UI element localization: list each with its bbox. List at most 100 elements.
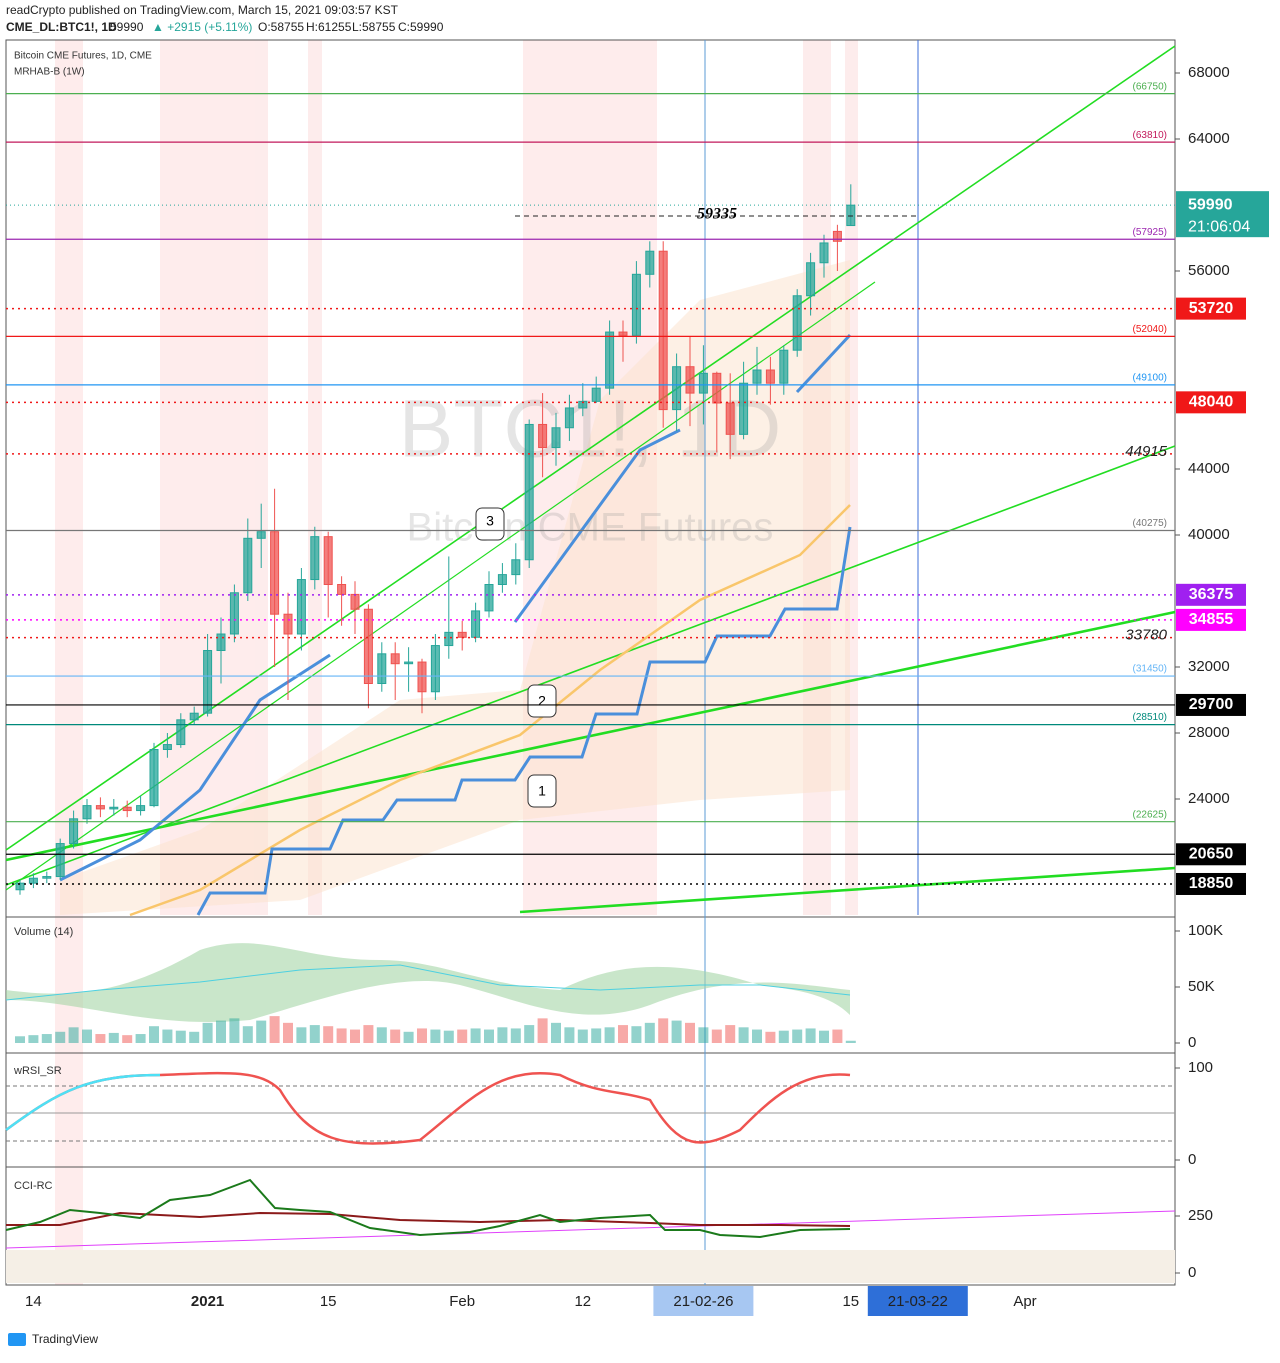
change: ▲ +2915 (+5.11%)	[152, 20, 252, 34]
volume-bar	[162, 1029, 173, 1043]
y-tick-label: 68000	[1188, 64, 1230, 81]
cci-trend	[5, 1210, 1176, 1249]
logo	[8, 1333, 26, 1346]
volume-bar	[765, 1031, 776, 1043]
candle-body	[270, 531, 280, 615]
level-box	[1176, 391, 1246, 414]
candle-body	[739, 382, 749, 435]
legend-title: Bitcoin CME Futures, 1D, CME	[14, 51, 152, 62]
level-label: 34855	[1189, 611, 1234, 628]
volume-bar	[108, 1032, 119, 1043]
candle-body	[283, 613, 293, 635]
volume-bar	[189, 1031, 200, 1043]
y-tick-label: 44000	[1188, 460, 1230, 477]
candle-body	[122, 806, 132, 812]
legend-indicator: MRHAB-B (1W)	[14, 67, 85, 78]
candle-body	[176, 719, 186, 746]
volume-bar	[256, 1020, 267, 1043]
y-tick-label: 28000	[1188, 724, 1230, 741]
level-label: (22625)	[1133, 809, 1167, 820]
marker-label: 59335	[697, 206, 737, 223]
cci-title: CCI-RC	[14, 1180, 53, 1192]
candle-body	[578, 400, 588, 409]
volume-bar	[403, 1031, 414, 1043]
candle-body	[69, 818, 79, 845]
volume-bar	[778, 1030, 789, 1043]
ma-orange	[129, 504, 851, 917]
main-plot	[15, 184, 856, 895]
x-tick-label: 2021	[191, 1293, 224, 1310]
volume-bar	[845, 1040, 856, 1043]
candle-body	[82, 805, 92, 820]
x-tick-label: 15	[320, 1293, 337, 1310]
volume-bar	[216, 1020, 226, 1043]
candle-body	[216, 633, 226, 652]
ohlc-h: H:61255	[306, 20, 352, 34]
candle-body	[484, 584, 494, 612]
x-tick-label: 14	[25, 1293, 42, 1310]
candle-body	[685, 366, 695, 394]
callouts	[475, 507, 557, 808]
candle-body	[15, 882, 25, 891]
callout-3: 3	[486, 513, 494, 529]
candle-body	[631, 273, 641, 336]
volume-bar	[242, 1026, 253, 1043]
level-label: (63810)	[1133, 130, 1167, 141]
volume-bar	[752, 1029, 762, 1043]
volume-bar	[390, 1029, 401, 1043]
volume-bar	[55, 1031, 66, 1043]
last-price: 59990	[1188, 196, 1233, 213]
x-tick-label: 21-03-22	[888, 1293, 948, 1310]
candle-body	[457, 631, 467, 638]
callout-1: 1	[538, 783, 546, 799]
level-label: 20650	[1189, 845, 1234, 862]
level-label: (49100)	[1133, 372, 1167, 383]
volume-bar	[41, 1034, 52, 1043]
level-label: (57925)	[1133, 227, 1167, 238]
volume-bar	[336, 1028, 347, 1043]
candle-body	[243, 537, 253, 594]
ohlc-c: C:59990	[398, 20, 444, 34]
volume-bar	[497, 1027, 508, 1043]
y-tick-label: 100K	[1188, 922, 1223, 939]
candle-body	[752, 369, 762, 384]
level-label: 29700	[1189, 696, 1234, 713]
volume-bar	[591, 1028, 602, 1043]
candle-body	[337, 584, 347, 595]
callout-2: 2	[538, 693, 546, 709]
candle-body	[162, 744, 172, 751]
volume-bar	[269, 1016, 280, 1043]
volume-bar	[417, 1028, 427, 1043]
volume-bar	[202, 1022, 213, 1043]
level-label: (66750)	[1133, 81, 1167, 92]
volume-bar	[28, 1035, 39, 1043]
cci-band	[6, 1250, 1175, 1283]
volume-title: Volume (14)	[14, 926, 73, 938]
candle-body	[350, 593, 360, 610]
candle-body	[377, 653, 387, 685]
volume-bar	[309, 1025, 320, 1043]
level-label: 48040	[1189, 394, 1234, 411]
y-tick-label: 0	[1188, 1151, 1196, 1168]
volume-bar	[443, 1030, 454, 1043]
level-label: 44915	[1125, 443, 1167, 460]
candle-body	[618, 331, 628, 336]
volume-bar	[805, 1028, 816, 1043]
symbol: CME_DL:BTC1!, 1D	[6, 20, 117, 34]
candle-body	[42, 876, 52, 879]
volume-bar	[135, 1034, 146, 1043]
candle-body	[471, 610, 481, 638]
candle-body	[256, 531, 266, 539]
volume-bar	[470, 1028, 481, 1043]
y-tick-label: 40000	[1188, 526, 1230, 543]
volume-bar	[484, 1029, 494, 1043]
candle-body	[846, 204, 856, 227]
candle-body	[792, 295, 802, 351]
candle-body	[832, 230, 842, 242]
level-label: (31450)	[1133, 664, 1167, 675]
volume-bar	[283, 1022, 293, 1043]
level-box	[1176, 693, 1246, 716]
weekly-step	[196, 526, 852, 916]
wrsi-title: wRSI_SR	[13, 1065, 62, 1077]
volume-bar	[350, 1029, 360, 1043]
